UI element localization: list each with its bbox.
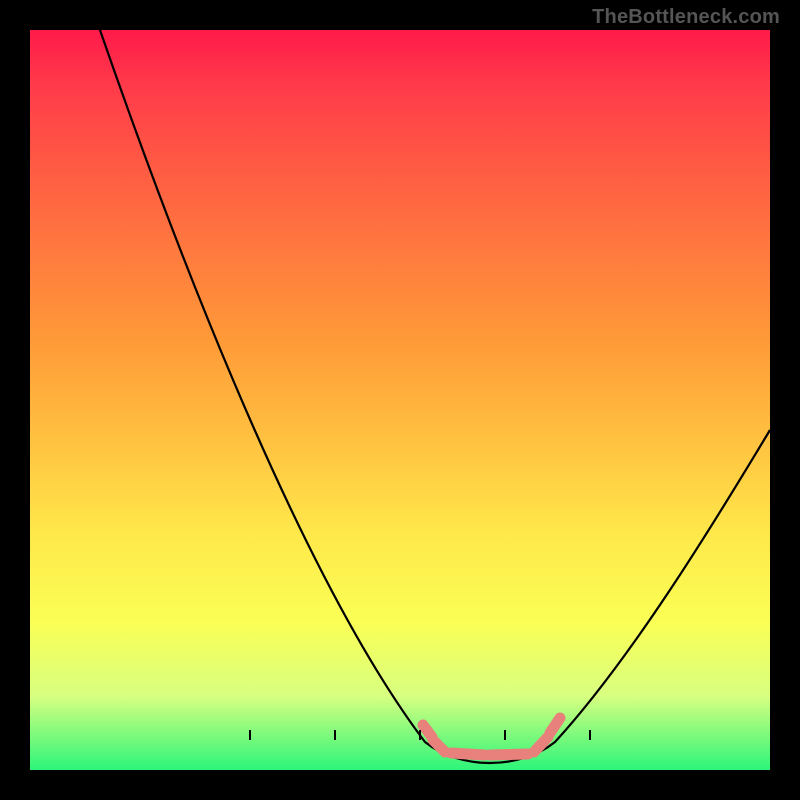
chart-frame: TheBottleneck.com [0, 0, 800, 800]
x-tick [589, 730, 591, 740]
curve-svg [30, 30, 770, 770]
minimum-marker-segment [433, 740, 445, 752]
minimum-marker-segment [490, 754, 528, 755]
x-tick [249, 730, 251, 740]
watermark-text: TheBottleneck.com [592, 6, 780, 29]
x-tick [419, 730, 421, 740]
minimum-marker-segment [550, 718, 560, 733]
plot-area [30, 30, 770, 770]
minimum-marker-segment [451, 753, 485, 755]
x-tick [504, 730, 506, 740]
x-tick [334, 730, 336, 740]
minimum-marker-segment [534, 737, 548, 752]
minimum-markers [423, 718, 560, 755]
main-curve [100, 30, 770, 763]
